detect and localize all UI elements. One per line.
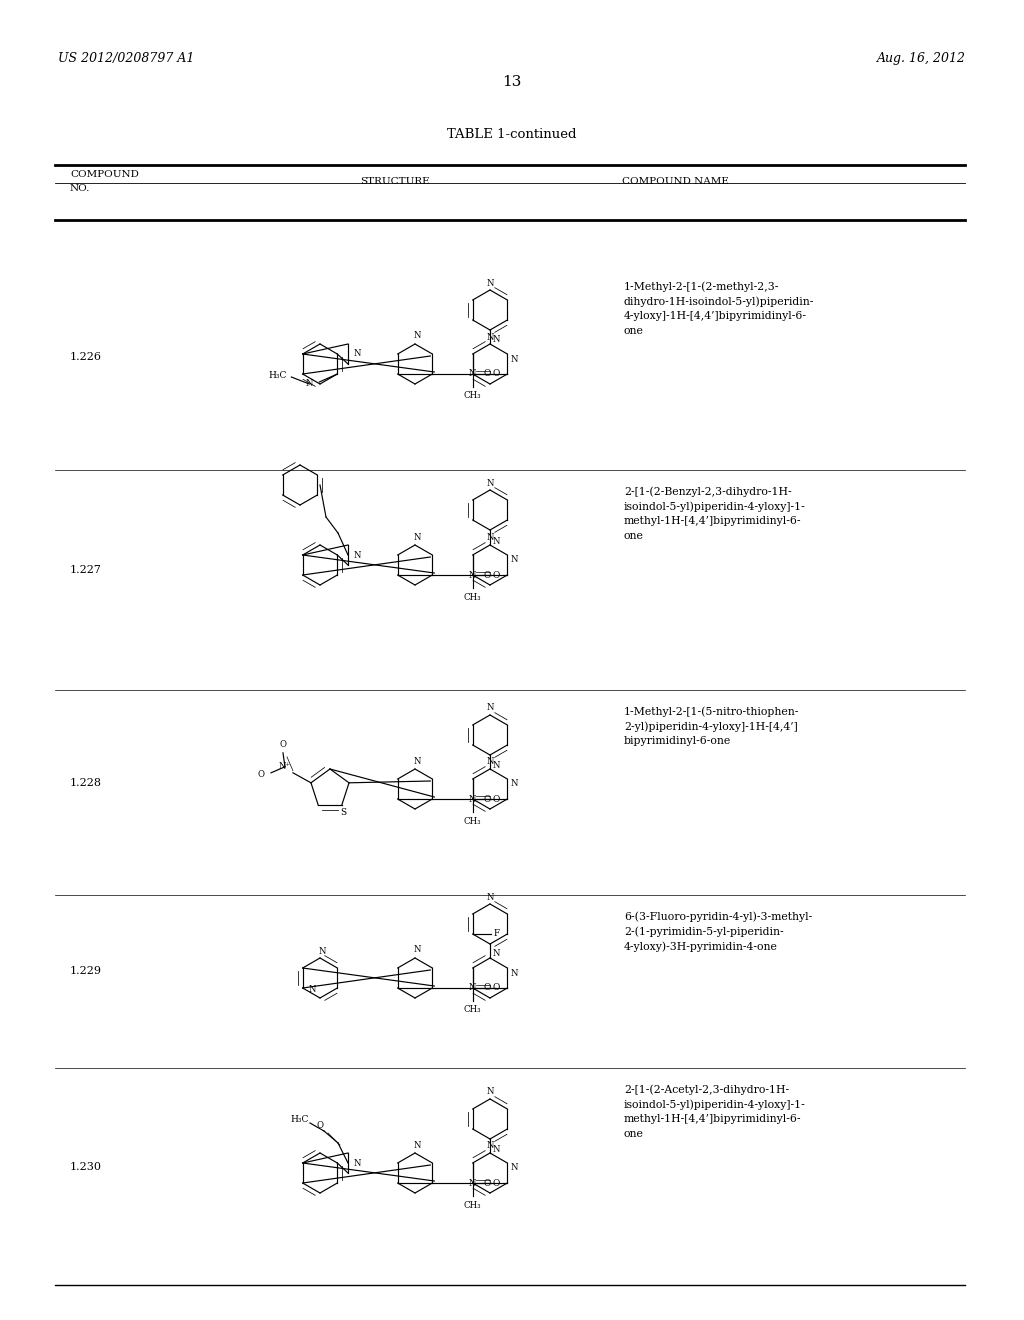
Text: N: N (511, 1163, 518, 1172)
Text: N: N (493, 536, 500, 545)
Text: N: N (486, 532, 494, 541)
Text: CH₃: CH₃ (464, 593, 481, 602)
Text: CH₃: CH₃ (464, 392, 481, 400)
Text: F: F (494, 929, 500, 939)
Text: O: O (493, 570, 501, 579)
Text: COMPOUND NAME: COMPOUND NAME (622, 177, 729, 186)
Text: 6-(3-Fluoro-pyridin-4-yl)-3-methyl-
2-(1-pyrimidin-5-yl-piperidin-
4-yloxy)-3H-p: 6-(3-Fluoro-pyridin-4-yl)-3-methyl- 2-(1… (624, 911, 812, 952)
Text: CH₃: CH₃ (464, 817, 481, 825)
Text: N: N (414, 945, 421, 954)
Text: N⁺: N⁺ (279, 763, 291, 771)
Text: 1.227: 1.227 (70, 565, 101, 576)
Text: O: O (280, 741, 287, 750)
Text: O: O (493, 983, 501, 993)
Text: N: N (309, 986, 316, 994)
Text: O: O (483, 795, 492, 804)
Text: N: N (318, 946, 326, 956)
Text: O: O (257, 771, 264, 779)
Text: 1-Methyl-2-[1-(5-nitro-thiophen-
2-yl)piperidin-4-yloxy]-1H-[4,4’]
bipyrimidinyl: 1-Methyl-2-[1-(5-nitro-thiophen- 2-yl)pi… (624, 706, 800, 746)
Text: N: N (493, 949, 500, 958)
Text: CH₃: CH₃ (464, 1200, 481, 1209)
Text: N: N (469, 795, 476, 804)
Text: O: O (483, 983, 492, 993)
Text: N: N (493, 1144, 500, 1154)
Text: US 2012/0208797 A1: US 2012/0208797 A1 (58, 51, 195, 65)
Text: N: N (353, 1159, 360, 1167)
Text: N: N (414, 756, 421, 766)
Text: N: N (486, 758, 494, 767)
Text: CH₃: CH₃ (464, 1006, 481, 1015)
Text: COMPOUND: COMPOUND (70, 170, 139, 180)
Text: N: N (486, 1088, 494, 1097)
Text: 13: 13 (503, 75, 521, 88)
Text: O: O (493, 370, 501, 379)
Text: N: N (414, 331, 421, 341)
Text: N: N (493, 335, 500, 345)
Text: O: O (493, 795, 501, 804)
Text: 1.229: 1.229 (70, 966, 102, 977)
Text: N: N (305, 380, 313, 388)
Text: 1.226: 1.226 (70, 352, 102, 363)
Text: H₃C: H₃C (268, 371, 287, 380)
Text: O: O (483, 370, 492, 379)
Text: 2-[1-(2-Benzyl-2,3-dihydro-1H-
isoindol-5-yl)piperidin-4-yloxy]-1-
methyl-1H-[4,: 2-[1-(2-Benzyl-2,3-dihydro-1H- isoindol-… (624, 486, 806, 541)
Text: 1.230: 1.230 (70, 1162, 102, 1172)
Text: N: N (469, 570, 476, 579)
Text: N: N (414, 532, 421, 541)
Text: N: N (486, 1142, 494, 1151)
Text: N: N (353, 350, 360, 359)
Text: S: S (341, 808, 347, 817)
Text: N: N (511, 556, 518, 565)
Text: O: O (493, 1179, 501, 1188)
Text: N: N (414, 1140, 421, 1150)
Text: NO.: NO. (70, 183, 90, 193)
Text: N: N (486, 333, 494, 342)
Text: N: N (493, 760, 500, 770)
Text: N: N (469, 370, 476, 379)
Text: TABLE 1-continued: TABLE 1-continued (447, 128, 577, 141)
Text: O: O (483, 570, 492, 579)
Text: Aug. 16, 2012: Aug. 16, 2012 (877, 51, 966, 65)
Text: N: N (511, 355, 518, 363)
Text: 1.228: 1.228 (70, 777, 102, 788)
Text: N: N (353, 550, 360, 560)
Text: N: N (486, 704, 494, 713)
Text: N: N (469, 1179, 476, 1188)
Text: O: O (316, 1121, 324, 1130)
Text: N: N (511, 969, 518, 978)
Text: H₃C: H₃C (291, 1114, 309, 1123)
Text: N: N (486, 479, 494, 487)
Text: O: O (483, 1179, 492, 1188)
Text: STRUCTURE: STRUCTURE (360, 177, 430, 186)
Text: N: N (511, 780, 518, 788)
Text: 1-Methyl-2-[1-(2-methyl-2,3-
dihydro-1H-isoindol-5-yl)piperidin-
4-yloxy]-1H-[4,: 1-Methyl-2-[1-(2-methyl-2,3- dihydro-1H-… (624, 281, 814, 335)
Text: N: N (486, 892, 494, 902)
Text: 2-[1-(2-Acetyl-2,3-dihydro-1H-
isoindol-5-yl)piperidin-4-yloxy]-1-
methyl-1H-[4,: 2-[1-(2-Acetyl-2,3-dihydro-1H- isoindol-… (624, 1084, 806, 1139)
Text: N: N (469, 983, 476, 993)
Text: N: N (486, 279, 494, 288)
